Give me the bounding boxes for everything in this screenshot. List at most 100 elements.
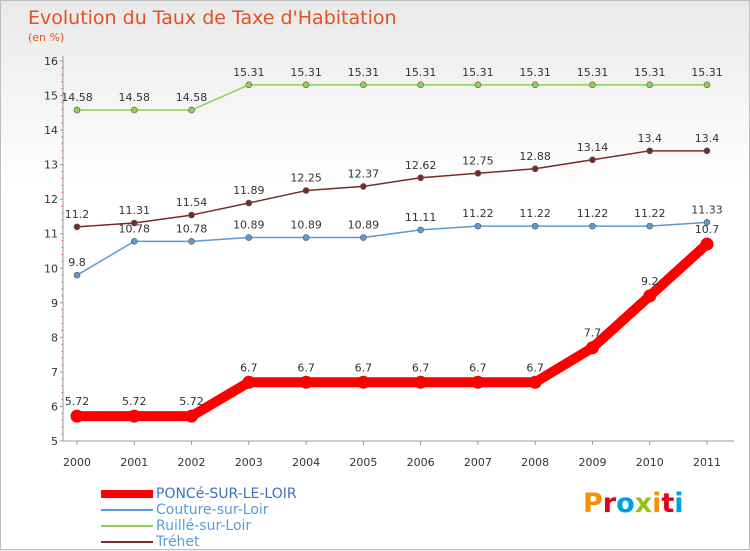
- data-point: [188, 106, 195, 114]
- data-label: 15.31: [462, 66, 494, 79]
- data-point: [417, 174, 424, 182]
- x-tick-label: 2002: [178, 456, 206, 469]
- y-tick-label: 12: [44, 193, 58, 206]
- data-label: 6.7: [297, 361, 315, 374]
- data-label: 5.72: [179, 395, 204, 408]
- data-label: 14.58: [119, 91, 151, 104]
- data-label: 13.14: [577, 141, 609, 154]
- y-tick-label: 7: [51, 366, 58, 379]
- data-label: 6.7: [469, 361, 487, 374]
- data-label: 15.31: [634, 66, 666, 79]
- data-point: [528, 375, 542, 389]
- y-tick-label: 14: [44, 124, 58, 137]
- series-line: [76, 84, 708, 111]
- data-point: [471, 375, 485, 389]
- x-tick-label: 2011: [693, 456, 721, 469]
- legend-swatch: [101, 541, 153, 543]
- data-point: [646, 222, 654, 230]
- legend-label: Couture-sur-Loir: [156, 502, 269, 518]
- data-label: 15.31: [405, 66, 437, 79]
- data-label: 11.31: [119, 204, 151, 217]
- data-label: 11.54: [176, 196, 208, 209]
- data-point: [185, 409, 199, 423]
- data-point: [531, 165, 539, 173]
- data-label: 5.72: [122, 395, 147, 408]
- data-point: [703, 219, 711, 226]
- data-label: 11.22: [462, 207, 494, 220]
- logo-letter: o: [616, 488, 635, 519]
- proxiti-logo: Proxiti: [583, 488, 684, 519]
- legend: PONCé-SUR-LE-LOIR Couture-sur-Loir Ruillé-…: [101, 486, 297, 550]
- data-label: 15.31: [290, 66, 322, 79]
- y-tick-label: 6: [51, 400, 58, 413]
- logo-letter: r: [602, 488, 617, 519]
- data-label: 6.7: [412, 361, 430, 374]
- legend-swatch: [101, 509, 153, 511]
- data-point: [414, 375, 428, 389]
- legend-item: Tréhet: [101, 534, 297, 550]
- logo-letter: P: [583, 488, 603, 519]
- logo-letter: i: [674, 488, 684, 519]
- data-point: [700, 237, 714, 251]
- legend-item: Couture-sur-Loir: [101, 502, 297, 518]
- data-point: [589, 81, 596, 89]
- data-label: 15.31: [519, 66, 551, 79]
- x-tick-label: 2006: [407, 456, 435, 469]
- data-point: [302, 187, 310, 194]
- x-tick-label: 2007: [464, 456, 492, 469]
- y-tick-label: 11: [44, 228, 58, 241]
- data-label: 11.2: [65, 208, 90, 221]
- series-3: [73, 147, 711, 231]
- legend-item: Ruillé-sur-Loir: [101, 518, 297, 534]
- legend-item: PONCé-SUR-LE-LOIR: [101, 486, 297, 502]
- x-tick-label: 2010: [636, 456, 664, 469]
- series-2: [73, 81, 711, 114]
- data-point: [531, 222, 539, 230]
- logo-letter: i: [652, 488, 662, 519]
- x-tick-label: 2003: [235, 456, 263, 469]
- data-label: 15.31: [348, 66, 380, 79]
- data-point: [130, 219, 138, 227]
- x-tick-label: 2008: [521, 456, 549, 469]
- data-point: [127, 409, 141, 423]
- legend-label: Ruillé-sur-Loir: [156, 518, 252, 534]
- data-label: 11.22: [577, 207, 609, 220]
- x-tick-label: 2004: [292, 456, 320, 469]
- x-tick-label: 2009: [578, 456, 606, 469]
- data-label: 6.7: [526, 361, 544, 374]
- y-tick-label: 8: [51, 331, 58, 344]
- data-label: 14.58: [176, 91, 208, 104]
- data-point: [130, 238, 138, 245]
- data-point: [703, 147, 711, 155]
- data-label: 12.88: [519, 150, 551, 163]
- data-point: [302, 81, 310, 89]
- series-1: [73, 219, 711, 279]
- x-tick-label: 2005: [349, 456, 377, 469]
- data-point: [646, 81, 654, 89]
- data-point: [417, 81, 424, 89]
- y-tick-label: 5: [51, 435, 58, 448]
- logo-letter: t: [661, 488, 675, 519]
- data-label: 13.4: [695, 132, 720, 145]
- data-point: [130, 106, 138, 114]
- data-point: [356, 375, 370, 389]
- axes: 5 6 7 8 9 10 11 12 13 14 15 16 2000 2001 2002 2003 2004 2…: [44, 55, 734, 469]
- data-point: [302, 234, 310, 241]
- series-0: [70, 237, 714, 423]
- data-point: [245, 81, 253, 89]
- series-line: [76, 221, 708, 276]
- y-tick-label: 13: [44, 159, 58, 172]
- data-point: [245, 199, 253, 207]
- data-point: [245, 234, 253, 241]
- data-point: [474, 222, 482, 230]
- legend-label: PONCé-SUR-LE-LOIR: [156, 486, 297, 502]
- data-label: 15.31: [691, 66, 723, 79]
- data-label: 11.22: [519, 207, 551, 220]
- data-label: 11.22: [634, 207, 666, 220]
- data-label: 9.8: [68, 256, 86, 269]
- y-tick-label: 9: [51, 297, 58, 310]
- legend-swatch: [101, 525, 153, 527]
- series-line: [76, 150, 708, 228]
- data-point: [188, 211, 195, 219]
